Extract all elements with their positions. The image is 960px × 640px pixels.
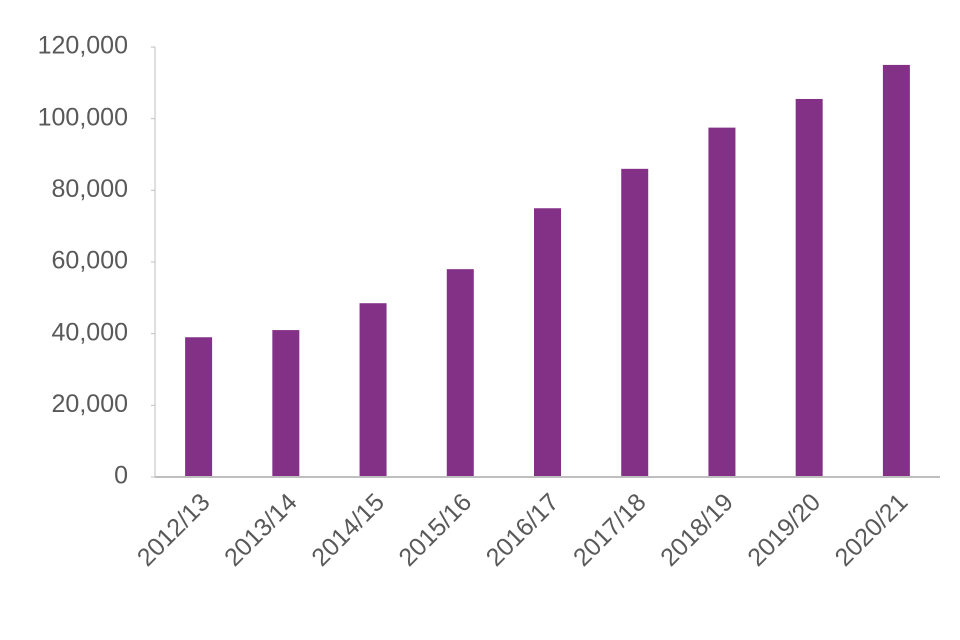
y-tick-label: 0 (114, 462, 128, 490)
bar (882, 64, 910, 478)
y-tick-label: 120,000 (38, 32, 128, 60)
x-tick-label: 2020/21 (830, 488, 914, 572)
y-tick-label: 80,000 (52, 175, 128, 203)
x-tick-label: 2015/16 (393, 488, 477, 572)
bar (708, 127, 736, 477)
bar (446, 269, 474, 477)
x-tick-label: 2014/15 (306, 488, 390, 572)
y-tick-label: 60,000 (52, 247, 128, 275)
x-tick-label: 2013/14 (219, 488, 303, 572)
y-tick-label: 100,000 (38, 103, 128, 131)
bar (359, 303, 387, 477)
x-tick-label: 2016/17 (481, 488, 565, 572)
y-tick-label: 40,000 (52, 318, 128, 346)
y-tick-label: 20,000 (52, 390, 128, 418)
bar (185, 337, 213, 477)
bar (534, 208, 561, 477)
x-tick-label: 2019/20 (742, 488, 826, 572)
x-tick-label: 2017/18 (568, 488, 652, 572)
bar (272, 330, 300, 477)
x-tick-label: 2018/19 (655, 488, 739, 572)
x-tick-label: 2012/13 (132, 488, 216, 572)
bar (795, 98, 823, 477)
bar (621, 168, 649, 478)
